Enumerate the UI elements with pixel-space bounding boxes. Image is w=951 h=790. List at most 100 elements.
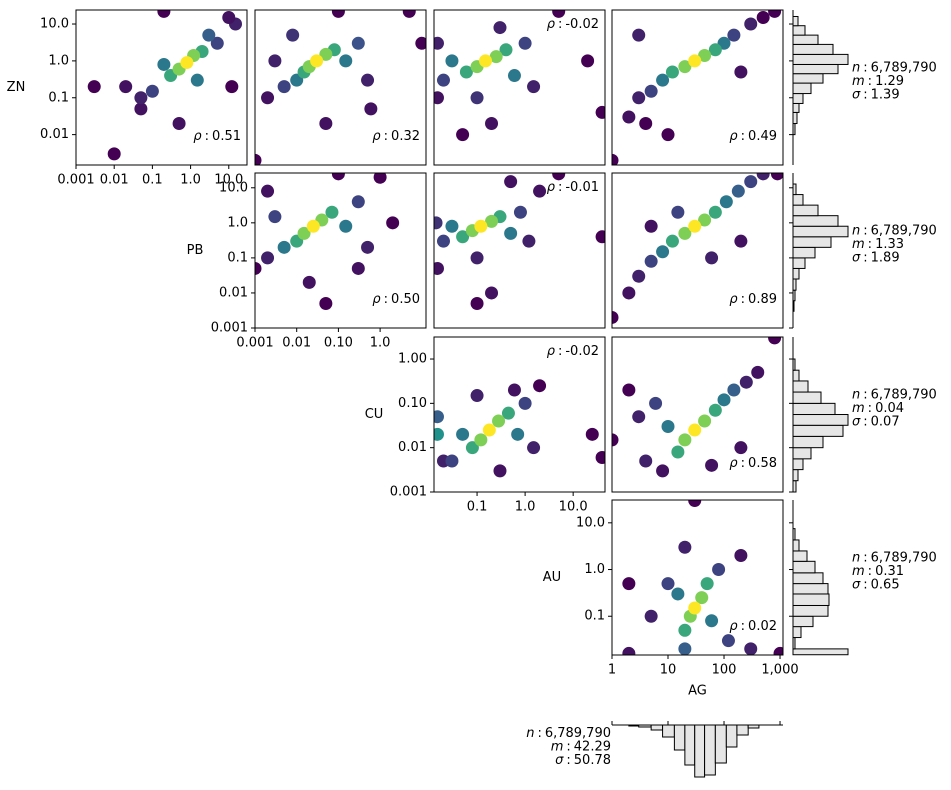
stat-label: σ:1.39 bbox=[852, 87, 900, 102]
point bbox=[698, 414, 712, 428]
panel-frame bbox=[611, 9, 784, 166]
point bbox=[470, 296, 484, 310]
separator: : bbox=[863, 223, 867, 238]
x-tick-label: 0.01 bbox=[282, 336, 311, 351]
point bbox=[612, 310, 619, 324]
stat-label: m:1.33 bbox=[852, 237, 904, 252]
symbol: σ bbox=[852, 414, 861, 429]
histogram-bar bbox=[792, 380, 809, 393]
histogram-bar bbox=[684, 724, 696, 766]
histogram-bar bbox=[792, 204, 819, 217]
panel-points bbox=[434, 379, 605, 478]
histogram-bar bbox=[792, 267, 800, 280]
point bbox=[485, 286, 499, 300]
point bbox=[479, 54, 493, 68]
stat-label: σ:50.78 bbox=[555, 753, 611, 768]
histogram-bar bbox=[736, 724, 749, 736]
stat-label: n:6,789,790 bbox=[852, 550, 937, 565]
stat-label: σ:0.07 bbox=[852, 414, 900, 429]
point bbox=[319, 47, 333, 61]
point bbox=[134, 91, 148, 105]
point bbox=[119, 80, 133, 94]
point bbox=[705, 251, 719, 265]
point bbox=[661, 420, 675, 434]
point bbox=[678, 623, 692, 637]
histogram-bar bbox=[650, 724, 664, 731]
symbol: m bbox=[852, 564, 865, 579]
point bbox=[698, 48, 712, 62]
histogram-bar bbox=[792, 447, 812, 460]
histogram-bar bbox=[792, 593, 830, 606]
point bbox=[708, 403, 722, 417]
point bbox=[513, 205, 527, 219]
symbol: m bbox=[551, 739, 564, 754]
x-tick-label: 0.001 bbox=[57, 173, 94, 188]
stat-label: σ:0.65 bbox=[852, 577, 900, 592]
point bbox=[671, 445, 685, 459]
point bbox=[721, 634, 735, 648]
y-tick-label: 0.1 bbox=[48, 90, 69, 105]
point bbox=[751, 365, 765, 379]
stat-label: n:6,789,790 bbox=[852, 223, 937, 238]
histogram-bar bbox=[714, 724, 727, 764]
point bbox=[708, 43, 722, 57]
point bbox=[595, 230, 605, 244]
point bbox=[678, 642, 692, 655]
point bbox=[436, 73, 450, 87]
symbol: n bbox=[852, 387, 860, 402]
histogram-bar bbox=[792, 93, 804, 104]
x-tick-label: 0.01 bbox=[100, 173, 129, 188]
histogram-bar bbox=[694, 724, 706, 778]
point bbox=[402, 10, 416, 18]
point bbox=[678, 540, 692, 554]
value: 0.89 bbox=[748, 292, 777, 307]
histogram-bar bbox=[792, 424, 844, 437]
point bbox=[470, 389, 484, 403]
point bbox=[261, 91, 275, 105]
point bbox=[434, 427, 444, 441]
symbol: ρ bbox=[193, 129, 202, 144]
panel-points bbox=[612, 337, 782, 478]
symbol: m bbox=[852, 237, 865, 252]
point bbox=[688, 500, 702, 508]
point bbox=[632, 28, 646, 42]
point bbox=[734, 234, 748, 248]
point bbox=[705, 458, 719, 472]
histogram-bar bbox=[792, 560, 816, 574]
symbol: ρ bbox=[729, 292, 738, 307]
separator: : bbox=[566, 753, 570, 768]
point bbox=[351, 195, 365, 209]
histogram-bar bbox=[662, 724, 675, 738]
point bbox=[717, 393, 731, 407]
point bbox=[434, 91, 444, 105]
point bbox=[712, 563, 726, 577]
separator: : bbox=[741, 292, 745, 307]
symbol: n bbox=[852, 60, 860, 75]
point bbox=[533, 379, 547, 393]
point bbox=[585, 427, 599, 441]
separator: : bbox=[868, 564, 872, 579]
point bbox=[351, 261, 365, 275]
point bbox=[297, 226, 311, 240]
value: 0.02 bbox=[748, 619, 777, 634]
panel-frame bbox=[75, 9, 248, 166]
point bbox=[268, 54, 282, 68]
point bbox=[632, 91, 646, 105]
point bbox=[202, 28, 216, 42]
separator: : bbox=[558, 180, 562, 195]
point bbox=[319, 296, 333, 310]
panel-points bbox=[434, 173, 605, 310]
panel-frame bbox=[433, 9, 606, 166]
separator: : bbox=[741, 456, 745, 471]
x-tick-label: 1.0 bbox=[180, 173, 201, 188]
point bbox=[612, 433, 619, 447]
point bbox=[661, 577, 675, 591]
y-tick-label: 1.00 bbox=[398, 352, 427, 367]
histogram-bar bbox=[792, 194, 804, 206]
x-tick-label: 100 bbox=[712, 663, 737, 678]
separator: : bbox=[741, 129, 745, 144]
value: 50.78 bbox=[574, 753, 611, 768]
histogram-bar bbox=[792, 604, 829, 617]
symbol: σ bbox=[852, 250, 861, 265]
